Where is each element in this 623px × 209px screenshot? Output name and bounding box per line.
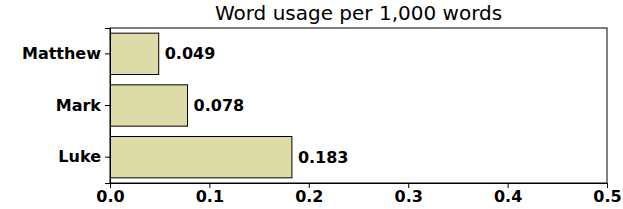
tick-label: Luke: [58, 147, 101, 166]
tick: 0.1: [196, 183, 224, 206]
tick: 0.0: [96, 183, 124, 206]
chart-title: Word usage per 1,000 words: [215, 1, 502, 25]
tick: 0.5: [593, 183, 621, 206]
tick-label: Matthew: [22, 44, 101, 63]
tick: 0.2: [295, 183, 323, 206]
tick-label: 0.5: [593, 187, 621, 206]
data-label: 0.183: [298, 148, 349, 167]
bar: [110, 85, 188, 126]
x-axis: 0.0 0.1 0.2 0.3 0.4 0.5: [96, 183, 621, 206]
y-axis: Matthew Mark Luke: [22, 29, 111, 184]
tick-mark: [105, 157, 110, 158]
tick: Matthew: [22, 44, 110, 63]
tick-mark: [105, 53, 110, 54]
tick-label: 0.2: [295, 187, 323, 206]
tick-label: 0.0: [96, 187, 124, 206]
tick-mark: [105, 105, 110, 106]
bar: [110, 137, 292, 178]
tick-label: Mark: [56, 96, 102, 115]
axis-line: [111, 184, 608, 189]
tick: Luke: [58, 147, 110, 166]
tick: 0.4: [494, 183, 522, 206]
tick: Mark: [56, 96, 110, 115]
axis-line: [105, 29, 111, 184]
data-labels: 0.049 0.078 0.183: [165, 44, 349, 166]
plot-area: 0.00.10.20.30.40.5MatthewMarkLuke0.0490.…: [22, 28, 622, 206]
tick-label: 0.1: [196, 187, 224, 206]
data-label: 0.078: [194, 96, 245, 115]
plot-frame: [110, 28, 607, 183]
tick-label: 0.4: [494, 187, 522, 206]
data-label: 0.049: [165, 44, 216, 63]
chart-svg: 0.00.10.20.30.40.5MatthewMarkLuke0.0490.…: [0, 0, 623, 209]
bars: [110, 33, 292, 178]
chart-container: 0.00.10.20.30.40.5MatthewMarkLuke0.0490.…: [0, 0, 623, 209]
tick-label: 0.3: [395, 187, 423, 206]
bar: [110, 33, 159, 74]
tick: 0.3: [395, 183, 423, 206]
